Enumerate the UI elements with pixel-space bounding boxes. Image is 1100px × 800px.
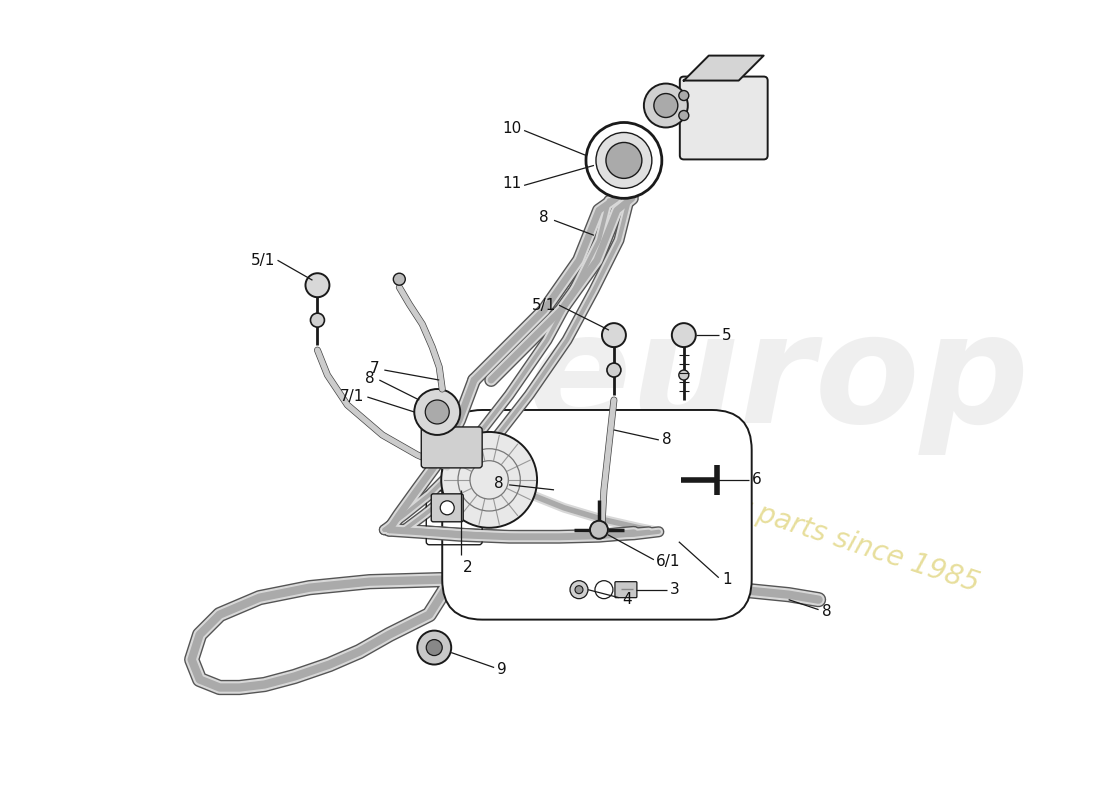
Circle shape (595, 581, 613, 598)
Text: 7: 7 (370, 361, 379, 375)
Text: 4: 4 (621, 592, 631, 607)
Text: 8: 8 (662, 433, 671, 447)
Text: 6/1: 6/1 (656, 554, 681, 570)
Text: 6: 6 (751, 472, 761, 487)
Circle shape (596, 133, 652, 188)
Circle shape (679, 370, 689, 380)
Text: 7/1: 7/1 (340, 389, 364, 403)
Text: 5/1: 5/1 (251, 253, 275, 268)
Text: 8: 8 (365, 370, 374, 386)
Text: 5/1: 5/1 (531, 298, 556, 313)
Circle shape (394, 274, 405, 285)
FancyBboxPatch shape (680, 77, 768, 159)
Circle shape (607, 333, 620, 347)
Text: 9: 9 (497, 662, 507, 677)
Text: 8: 8 (495, 476, 504, 491)
Circle shape (679, 90, 689, 101)
Circle shape (570, 581, 589, 598)
Circle shape (306, 274, 329, 297)
Text: europ: europ (528, 306, 1030, 454)
Circle shape (417, 630, 451, 665)
Text: 2: 2 (463, 560, 473, 574)
Circle shape (644, 83, 688, 127)
Text: a passion for parts since 1985: a passion for parts since 1985 (575, 442, 982, 598)
Text: 11: 11 (502, 176, 521, 191)
Circle shape (602, 323, 626, 347)
Circle shape (415, 389, 460, 435)
Text: 10: 10 (502, 121, 521, 136)
FancyBboxPatch shape (421, 427, 482, 468)
Circle shape (606, 142, 642, 178)
Text: 5: 5 (722, 328, 732, 342)
Circle shape (310, 313, 324, 327)
Polygon shape (684, 55, 763, 81)
Circle shape (441, 432, 537, 528)
Circle shape (672, 323, 696, 347)
Circle shape (653, 94, 678, 118)
Circle shape (440, 501, 454, 515)
Circle shape (427, 639, 442, 655)
Circle shape (310, 283, 324, 297)
Circle shape (590, 521, 608, 538)
FancyBboxPatch shape (431, 494, 463, 522)
FancyBboxPatch shape (442, 410, 751, 620)
Circle shape (426, 400, 449, 424)
FancyBboxPatch shape (615, 582, 637, 598)
Circle shape (575, 586, 583, 594)
Circle shape (586, 122, 662, 198)
Circle shape (607, 363, 620, 377)
Text: 1: 1 (723, 572, 733, 587)
Text: 8: 8 (539, 210, 549, 225)
Text: 3: 3 (670, 582, 680, 597)
Text: 8: 8 (822, 604, 832, 619)
Circle shape (679, 110, 689, 121)
